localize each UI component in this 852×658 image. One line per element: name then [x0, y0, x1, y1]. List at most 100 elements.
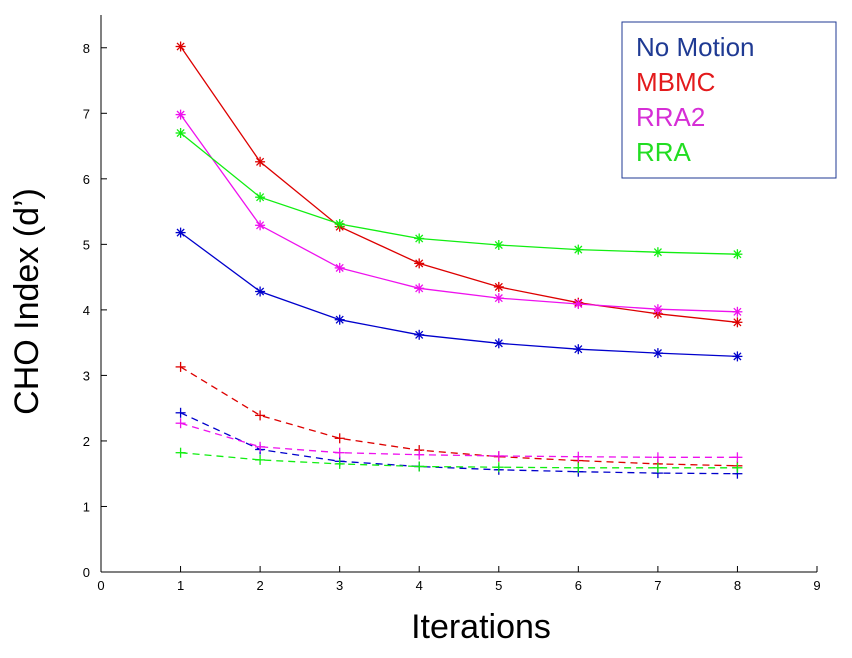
- marker-stroke: [733, 352, 742, 361]
- marker-stroke: [653, 349, 662, 358]
- marker-stroke: [733, 318, 742, 327]
- marker-stroke: [256, 157, 265, 166]
- x-tick-label: 0: [97, 578, 104, 593]
- data-point: [175, 447, 186, 458]
- data-point: [652, 247, 663, 258]
- data-point: [255, 286, 266, 297]
- y-tick-label: 3: [83, 368, 90, 383]
- data-point: [255, 220, 266, 231]
- marker-stroke: [415, 234, 424, 243]
- data-point: [732, 306, 743, 317]
- y-tick-label: 2: [83, 434, 90, 449]
- data-point: [414, 449, 425, 460]
- marker-stroke: [335, 219, 344, 229]
- data-point: [573, 299, 584, 309]
- data-point: [652, 348, 663, 359]
- marker-stroke: [574, 245, 583, 254]
- marker-stroke: [653, 305, 662, 314]
- x-tick-label: 7: [654, 578, 661, 593]
- marker-stroke: [335, 315, 344, 324]
- legend-entry: MBMC: [636, 67, 715, 97]
- y-tick-label: 7: [83, 106, 90, 121]
- data-point: [255, 441, 266, 452]
- marker-stroke: [574, 299, 583, 309]
- data-point: [732, 351, 743, 362]
- series-line: [180, 366, 738, 467]
- data-point: [493, 281, 504, 292]
- series-no-motion-solid: [175, 227, 743, 362]
- data-point: [175, 407, 186, 418]
- data-point: [255, 156, 266, 167]
- axes: 0 1 2 3 4 5 6 7 8 9 0 1 2 3 4 5 6 7 8: [83, 15, 821, 593]
- marker-stroke: [415, 330, 424, 339]
- x-tick-label: 2: [256, 578, 263, 593]
- marker-stroke: [653, 248, 662, 257]
- marker-stroke: [415, 284, 424, 293]
- series-rra2-dashed: [175, 418, 743, 463]
- y-tick-label: 4: [83, 303, 90, 318]
- data-point: [732, 462, 743, 473]
- series-line: [180, 46, 738, 323]
- marker-stroke: [494, 240, 503, 250]
- data-point: [334, 262, 345, 273]
- legend-entry: RRA: [636, 137, 692, 167]
- y-tick-label: 6: [83, 172, 90, 187]
- data-point: [732, 317, 743, 328]
- marker-stroke: [574, 345, 583, 354]
- data-point: [732, 249, 743, 260]
- plot-area: [175, 41, 743, 479]
- data-point: [334, 447, 345, 458]
- marker-stroke: [176, 128, 185, 138]
- data-point: [175, 227, 186, 238]
- data-point: [334, 458, 345, 469]
- x-axis-label: Iterations: [411, 608, 551, 646]
- data-point: [334, 314, 345, 325]
- marker-stroke: [733, 307, 742, 316]
- data-point: [573, 244, 584, 255]
- series-rra-solid: [175, 128, 743, 260]
- data-point: [573, 451, 584, 462]
- data-point: [414, 283, 425, 294]
- marker-stroke: [494, 294, 503, 303]
- marker-stroke: [176, 42, 185, 51]
- y-tick-label: 8: [83, 41, 90, 56]
- marker-stroke: [494, 282, 503, 291]
- data-point: [493, 240, 504, 250]
- data-point: [414, 461, 425, 472]
- marker-stroke: [176, 228, 185, 237]
- marker-stroke: [176, 110, 185, 119]
- data-point: [493, 462, 504, 473]
- data-point: [414, 329, 425, 340]
- data-point: [175, 41, 186, 52]
- marker-stroke: [256, 193, 265, 202]
- series-line: [180, 412, 738, 475]
- data-point: [334, 433, 345, 444]
- y-tick-label: 0: [83, 565, 90, 580]
- legend-entry: RRA2: [636, 102, 705, 132]
- marker-stroke: [335, 263, 344, 272]
- data-point: [175, 418, 186, 429]
- data-point: [175, 109, 186, 120]
- data-point: [414, 258, 425, 269]
- marker-stroke: [415, 259, 424, 268]
- legend: No Motion MBMC RRA2 RRA: [621, 21, 837, 179]
- marker-stroke: [733, 250, 742, 259]
- y-tick-label: 1: [83, 499, 90, 514]
- data-point: [493, 451, 504, 461]
- y-tick-label: 5: [83, 237, 90, 252]
- series-rra-dashed: [175, 447, 743, 473]
- data-point: [175, 361, 186, 372]
- data-point: [573, 344, 584, 355]
- marker-stroke: [494, 339, 503, 348]
- series-line: [180, 422, 738, 458]
- data-point: [573, 462, 584, 473]
- data-point: [255, 454, 266, 465]
- legend-entry: No Motion: [636, 32, 755, 62]
- x-tick-label: 4: [416, 578, 423, 593]
- series-rra2-solid: [175, 109, 743, 317]
- data-point: [334, 219, 345, 229]
- data-point: [732, 452, 743, 463]
- x-tick-label: 6: [575, 578, 582, 593]
- data-point: [652, 304, 663, 315]
